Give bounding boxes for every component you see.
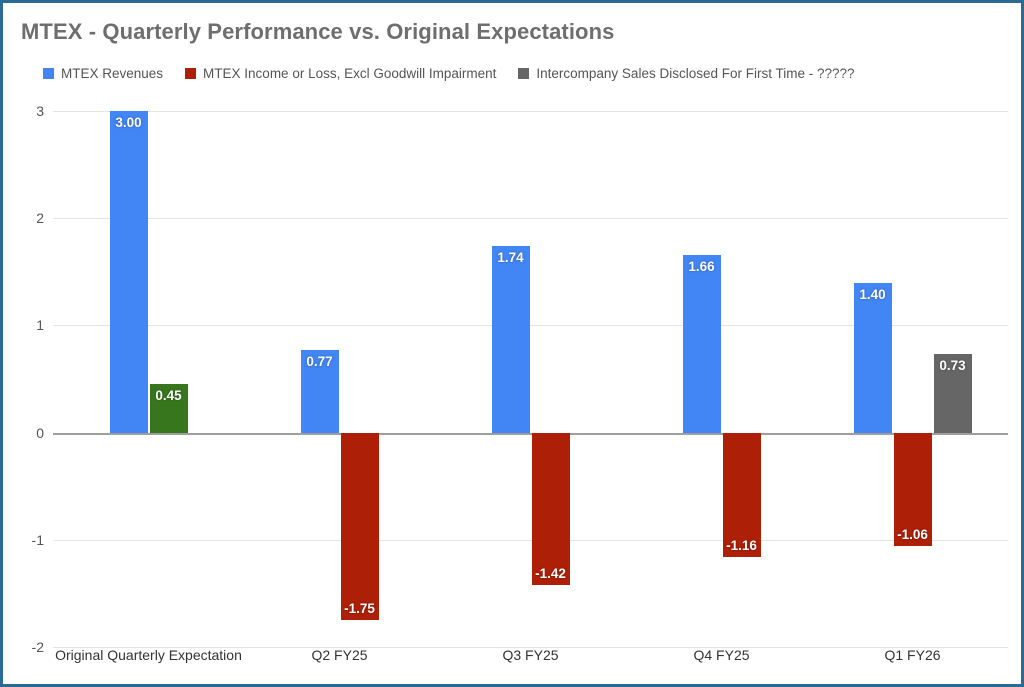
bar[interactable]: 3.00 bbox=[109, 111, 148, 433]
x-axis-labels: Original Quarterly Expectation Q2 FY25 Q3 … bbox=[53, 647, 1008, 663]
bar[interactable]: -1.16 bbox=[722, 432, 761, 557]
bar-value-label: 1.74 bbox=[497, 250, 524, 266]
bar-slots: 0.77 -1.75 bbox=[244, 111, 435, 647]
gridline: 2 bbox=[36, 210, 1008, 226]
bar-slots: 1.66 -1.16 bbox=[626, 111, 817, 647]
bar-slot: -1.75 bbox=[340, 111, 379, 647]
bar[interactable]: -1.75 bbox=[340, 432, 379, 621]
bar-value-label: -1.42 bbox=[535, 565, 566, 581]
bar-slots: 1.74 -1.42 bbox=[435, 111, 626, 647]
bar-groups: 3.00 0.45 0.77 -1.75 1.74 -1.42 1.66 -1.16 1.40 -… bbox=[53, 111, 1008, 647]
bar-slot: 1.40 bbox=[853, 111, 892, 647]
bar[interactable]: 0.73 bbox=[933, 354, 972, 433]
bar-group: 1.66 -1.16 bbox=[626, 111, 817, 647]
bar-value-label: 1.66 bbox=[688, 258, 715, 274]
x-axis-tick-label: Q1 FY26 bbox=[884, 647, 941, 663]
legend-swatch-icon bbox=[518, 68, 530, 79]
legend-label: Intercompany Sales Disclosed For First T… bbox=[536, 66, 855, 81]
bar[interactable]: 1.40 bbox=[853, 282, 892, 433]
bar[interactable]: -1.06 bbox=[893, 432, 932, 547]
bar-value-label: -1.16 bbox=[726, 537, 757, 553]
gridline: 3 bbox=[36, 103, 1008, 119]
bar-slot: 1.74 bbox=[491, 111, 530, 647]
legend-label: MTEX Revenues bbox=[61, 66, 164, 81]
x-axis-tick-label: Q2 FY25 bbox=[311, 647, 368, 663]
bar-group: 1.74 -1.42 bbox=[435, 111, 626, 647]
bar-slot: -1.06 bbox=[893, 111, 932, 647]
legend-item[interactable]: Intercompany Sales Disclosed For First T… bbox=[518, 66, 855, 81]
chart-legend: MTEX Revenues MTEX Income or Loss, Excl G… bbox=[43, 66, 855, 81]
bar[interactable]: 1.66 bbox=[682, 254, 721, 433]
x-axis-tick-label: Original Quarterly Expectation bbox=[55, 647, 242, 663]
bar-value-label: 3.00 bbox=[115, 115, 142, 130]
legend-swatch-icon bbox=[43, 68, 54, 79]
bar-value-label: -1.75 bbox=[344, 601, 375, 617]
bar-slots: 3.00 0.45 bbox=[53, 111, 244, 647]
bar-slot: 0.45 bbox=[149, 111, 188, 647]
bar-slot: 0.77 bbox=[300, 111, 339, 647]
x-axis-tick-label: Q4 FY25 bbox=[693, 647, 750, 663]
bar-value-label: 0.45 bbox=[155, 388, 182, 404]
bar-slot: 0.73 bbox=[933, 111, 972, 647]
bar-value-label: -1.06 bbox=[897, 527, 928, 543]
bar[interactable]: -1.42 bbox=[531, 432, 570, 585]
bar-group: 3.00 0.45 bbox=[53, 111, 244, 647]
legend-swatch-icon bbox=[185, 68, 197, 79]
bar-slot: 1.66 bbox=[682, 111, 721, 647]
zero-axis-line: 0 bbox=[36, 425, 1008, 441]
bar-slot: -1.16 bbox=[722, 111, 761, 647]
bar-slot: -1.42 bbox=[531, 111, 570, 647]
y-axis-tick-label: 3 bbox=[36, 103, 44, 119]
y-axis-tick-label: -2 bbox=[31, 639, 44, 655]
gridline: -2 bbox=[32, 639, 1008, 655]
y-axis-tick-label: 1 bbox=[36, 317, 44, 334]
bar-group: 1.40 -1.06 0.73 bbox=[817, 111, 1008, 647]
bar[interactable]: 0.77 bbox=[300, 350, 339, 433]
y-axis-tick-label: 0 bbox=[36, 424, 44, 441]
bar-value-label: 0.77 bbox=[306, 354, 333, 370]
chart-title: MTEX - Quarterly Performance vs. Origina… bbox=[21, 19, 615, 44]
bar-slots: 1.40 -1.06 0.73 bbox=[817, 111, 1008, 647]
gridline: 1 bbox=[36, 317, 1008, 333]
bar-slot: 3.00 bbox=[109, 111, 148, 647]
bar-value-label: 1.40 bbox=[859, 286, 886, 302]
y-axis-tick-label: -1 bbox=[31, 531, 44, 548]
x-axis-tick-label: Q3 FY25 bbox=[502, 647, 559, 663]
plot-area: 3 2 1 0 -1 -2 3.00 0.45 0.77 -1.75 1.74 -1.42 1.66 -… bbox=[32, 103, 1008, 655]
legend-item[interactable]: MTEX Revenues bbox=[43, 66, 163, 81]
legend-item[interactable]: MTEX Income or Loss, Excl Goodwill Impai… bbox=[185, 66, 496, 81]
bar[interactable]: 0.45 bbox=[149, 384, 188, 433]
legend-label: MTEX Income or Loss, Excl Goodwill Impai… bbox=[203, 66, 497, 81]
bar-value-label: 0.73 bbox=[939, 358, 966, 374]
bar-group: 0.77 -1.75 bbox=[244, 111, 435, 647]
gridline: -1 bbox=[32, 532, 1008, 548]
y-axis-tick-label: 2 bbox=[36, 210, 44, 227]
bar[interactable]: 1.74 bbox=[491, 246, 530, 433]
